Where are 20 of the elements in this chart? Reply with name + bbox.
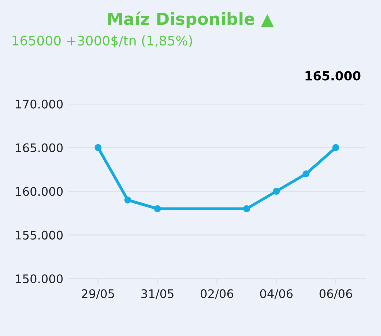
chart-title: Maíz Disponible ▲: [108, 12, 274, 29]
x-tick-label: 02/06: [200, 290, 234, 300]
y-tick-label: 150.000: [16, 274, 63, 284]
point: [302, 170, 310, 178]
point: [124, 196, 132, 204]
point: [154, 206, 162, 212]
point: [94, 144, 102, 152]
x-tick-label: 29/05: [82, 290, 114, 300]
point: [243, 206, 250, 212]
x-tick-label: 31/05: [142, 290, 174, 300]
point: [332, 144, 340, 152]
x-tick-label: 04/06: [260, 290, 293, 300]
chart-subtitle: 165000 +3000$/tn (1,85%): [12, 36, 192, 48]
point: [273, 188, 280, 195]
y-tick-label: 170.000: [16, 100, 63, 109]
text: 165.000: [306, 71, 361, 81]
x-tick-label: 06/06: [320, 290, 352, 300]
y-tick-label: 160.000: [16, 187, 63, 196]
y-tick-label: 165.000: [16, 144, 63, 152]
y-tick-label: 155.000: [16, 230, 63, 240]
